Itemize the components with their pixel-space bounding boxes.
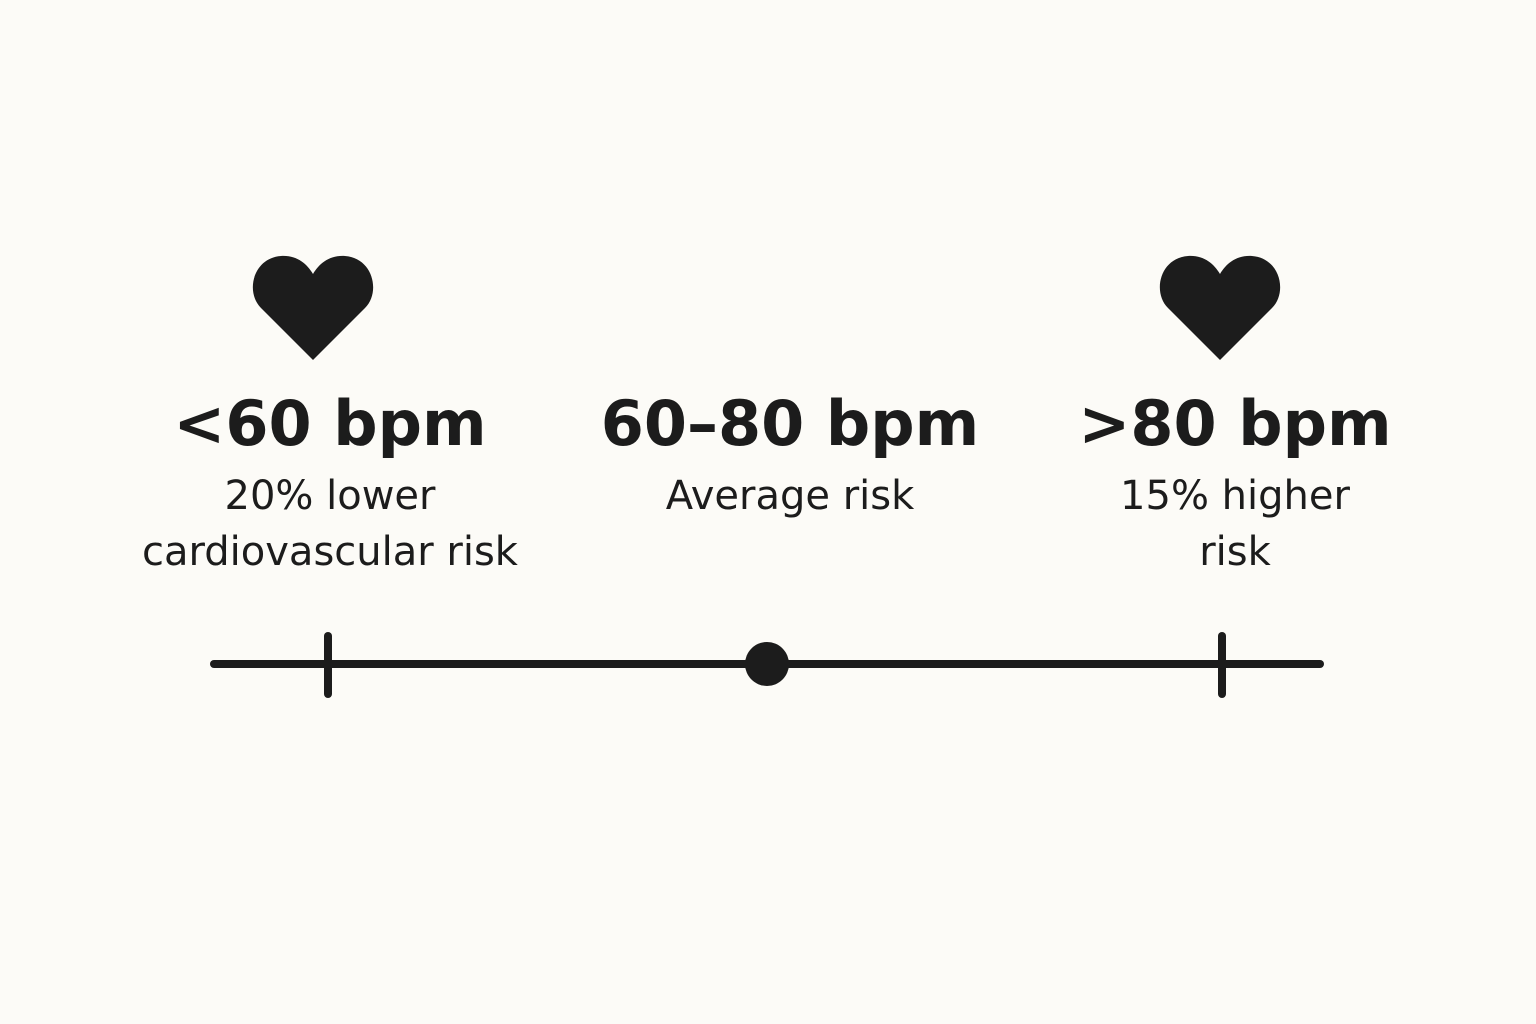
zone-low: <60 bpm 20% lower cardiovascular risk [120,388,540,580]
scale-dot-mid [745,642,789,686]
heart-icon [1158,252,1282,362]
zone-high-range: >80 bpm [1078,387,1392,460]
zone-high-description-line: risk [1199,529,1271,575]
zone-high: >80 bpm 15% higher risk [1025,388,1445,580]
heart-icon [251,252,375,362]
zone-high-description-line: 15% higher [1120,473,1350,519]
zone-low-description-line: 20% lower [224,473,436,519]
zone-mid-description-line: Average risk [665,473,915,519]
zone-mid-description: Average risk [580,468,1000,524]
zone-low-description: 20% lower cardiovascular risk [120,468,540,580]
zone-high-description: 15% higher risk [1025,468,1445,580]
zone-mid-range: 60–80 bpm [600,387,980,460]
zone-low-range: <60 bpm [173,387,487,460]
zone-low-description-line: cardiovascular risk [142,529,518,575]
zone-mid: 60–80 bpm Average risk [580,388,1000,524]
